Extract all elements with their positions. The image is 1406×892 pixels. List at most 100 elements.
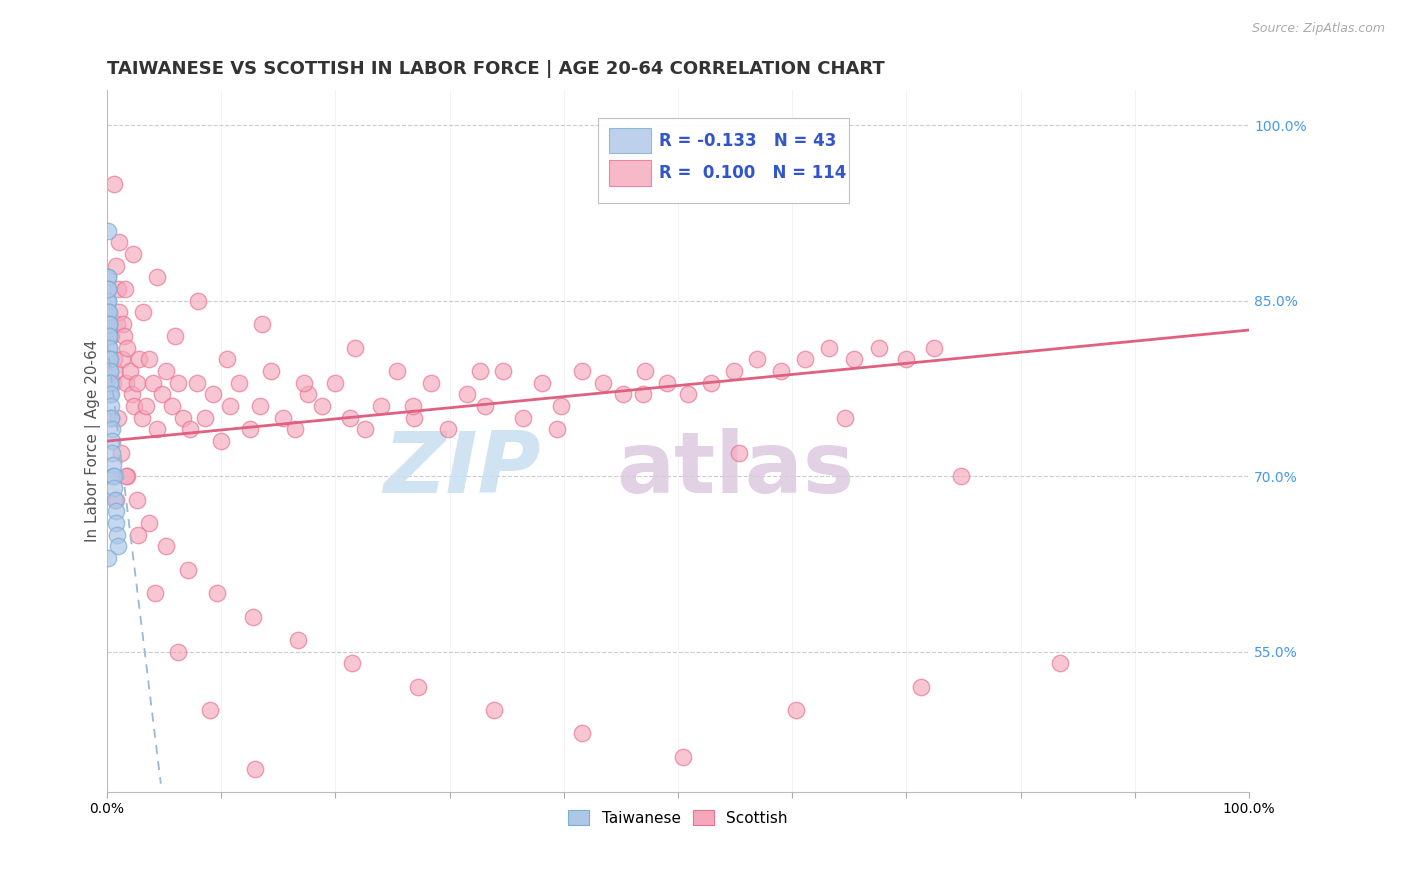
Point bbox=[97, 282, 120, 296]
Text: TAIWANESE VS SCOTTISH IN LABOR FORCE | AGE 20-64 CORRELATION CHART: TAIWANESE VS SCOTTISH IN LABOR FORCE | A… bbox=[107, 60, 884, 78]
Point bbox=[107, 282, 129, 296]
Point bbox=[104, 259, 127, 273]
Point bbox=[354, 422, 377, 436]
Point bbox=[97, 224, 120, 238]
Point bbox=[612, 387, 634, 401]
Point bbox=[98, 352, 121, 367]
Point bbox=[342, 657, 364, 671]
Point bbox=[100, 422, 122, 436]
FancyBboxPatch shape bbox=[598, 119, 849, 202]
Point bbox=[1049, 657, 1071, 671]
Point bbox=[107, 540, 129, 554]
Point bbox=[100, 387, 122, 401]
Point bbox=[571, 364, 593, 378]
Point bbox=[723, 364, 745, 378]
Point bbox=[104, 504, 127, 518]
Point bbox=[98, 352, 121, 367]
Point bbox=[219, 399, 242, 413]
Point bbox=[678, 387, 700, 401]
Point bbox=[209, 434, 232, 449]
Point bbox=[114, 282, 136, 296]
Point bbox=[294, 376, 316, 390]
Point bbox=[104, 364, 127, 378]
Point bbox=[100, 410, 122, 425]
Point bbox=[117, 341, 139, 355]
Point bbox=[671, 750, 693, 764]
Point bbox=[105, 527, 128, 541]
Point bbox=[550, 399, 572, 413]
Point bbox=[437, 422, 460, 436]
Point bbox=[122, 399, 145, 413]
Point bbox=[115, 469, 138, 483]
Point bbox=[115, 376, 138, 390]
Point bbox=[101, 434, 124, 449]
Point bbox=[339, 410, 361, 425]
Point bbox=[97, 305, 120, 319]
Point bbox=[242, 609, 264, 624]
Legend: Taiwanese, Scottish: Taiwanese, Scottish bbox=[561, 802, 796, 833]
Point bbox=[194, 410, 217, 425]
Point bbox=[98, 329, 121, 343]
Point bbox=[245, 762, 267, 776]
Text: atlas: atlas bbox=[616, 427, 855, 511]
Point bbox=[97, 551, 120, 566]
Point bbox=[239, 422, 262, 436]
Point bbox=[402, 399, 425, 413]
Text: R =  0.100   N = 114: R = 0.100 N = 114 bbox=[658, 164, 846, 182]
Point bbox=[323, 376, 346, 390]
Point bbox=[132, 305, 155, 319]
Point bbox=[727, 446, 749, 460]
Point bbox=[108, 305, 131, 319]
Point bbox=[260, 364, 283, 378]
Point bbox=[97, 305, 120, 319]
Point bbox=[103, 469, 125, 483]
Point bbox=[146, 422, 169, 436]
Point bbox=[97, 293, 120, 308]
Point bbox=[105, 317, 128, 331]
Point bbox=[910, 680, 932, 694]
Point bbox=[165, 329, 187, 343]
Point bbox=[103, 481, 125, 495]
Point bbox=[512, 410, 534, 425]
Point bbox=[101, 376, 124, 390]
Point bbox=[110, 446, 132, 460]
Point bbox=[104, 492, 127, 507]
Point bbox=[112, 329, 135, 343]
Point bbox=[138, 352, 160, 367]
Point bbox=[105, 516, 128, 530]
Point bbox=[135, 399, 157, 413]
Point bbox=[250, 317, 273, 331]
Point bbox=[404, 410, 426, 425]
Point bbox=[769, 364, 792, 378]
Point bbox=[103, 177, 125, 191]
Point bbox=[215, 352, 238, 367]
Point bbox=[100, 399, 122, 413]
Point bbox=[456, 387, 478, 401]
Point bbox=[634, 364, 657, 378]
Point bbox=[166, 645, 188, 659]
Point bbox=[249, 399, 271, 413]
Point bbox=[111, 352, 134, 367]
Point bbox=[118, 364, 141, 378]
Point bbox=[97, 305, 120, 319]
Point bbox=[131, 410, 153, 425]
Point bbox=[868, 341, 890, 355]
Point bbox=[97, 317, 120, 331]
Point bbox=[98, 341, 121, 355]
Y-axis label: In Labor Force | Age 20-64: In Labor Force | Age 20-64 bbox=[86, 340, 101, 542]
Point bbox=[100, 376, 122, 390]
Point bbox=[166, 376, 188, 390]
Point bbox=[950, 469, 973, 483]
Point bbox=[97, 329, 120, 343]
Point bbox=[922, 341, 945, 355]
Point bbox=[834, 410, 856, 425]
Point bbox=[100, 329, 122, 343]
Point bbox=[98, 364, 121, 378]
FancyBboxPatch shape bbox=[609, 161, 651, 186]
FancyBboxPatch shape bbox=[609, 128, 651, 153]
Point bbox=[406, 680, 429, 694]
Point bbox=[470, 364, 492, 378]
Point bbox=[492, 364, 515, 378]
Point bbox=[128, 352, 150, 367]
Point bbox=[370, 399, 392, 413]
